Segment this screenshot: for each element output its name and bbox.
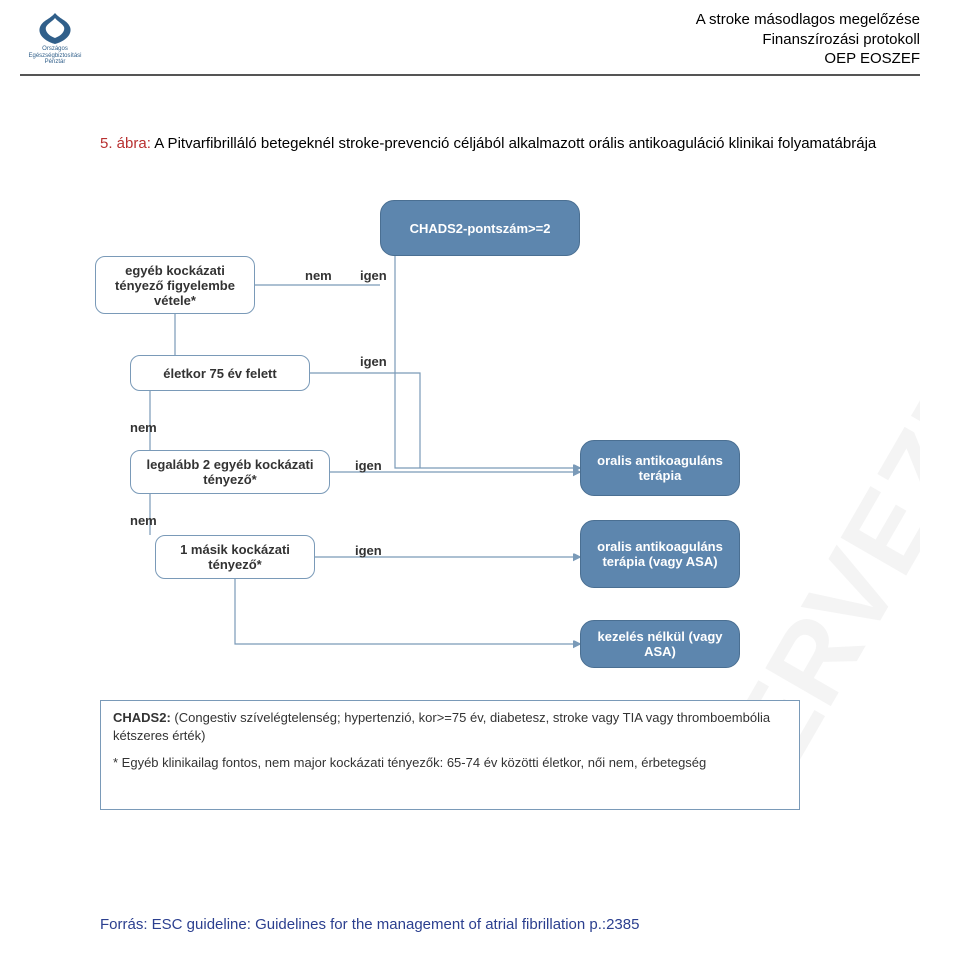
node-therapy2: oralis antikoaguláns terápia (vagy ASA) (580, 520, 740, 588)
node-risk-other: egyéb kockázati tényező figyelembe vétel… (95, 256, 255, 314)
node-therapy1: oralis antikoaguláns terápia (580, 440, 740, 496)
header-line3: OEP EOSZEF (696, 49, 920, 69)
figure-title-text: A Pitvarfibrilláló betegeknél stroke-pre… (151, 135, 876, 152)
chads-explain-box: CHADS2: (Congestiv szívelégtelenség; hyp… (100, 700, 800, 810)
lbl-igen3: igen (355, 458, 382, 473)
star-text: * Egyéb klinikailag fontos, nem major ko… (113, 754, 787, 772)
lbl-igen4: igen (355, 543, 382, 558)
figure-number: 5. ábra: (100, 135, 151, 152)
figure-title: 5. ábra: A Pitvarfibrilláló betegeknél s… (100, 135, 900, 152)
chads-bold: CHADS2: (113, 710, 171, 725)
node-therapy3: kezelés nélkül (vagy ASA) (580, 620, 740, 668)
oep-logo: Országos Egészségbiztosítási Pénztár (20, 10, 90, 66)
lbl-nem1: nem (305, 268, 332, 283)
page-header: A stroke másodlagos megelőzése Finanszír… (696, 10, 920, 69)
lbl-igen1: igen (360, 268, 387, 283)
flowchart: TERVEZET CHADS2-pontszám>=2 egyéb kockáz… (0, 200, 960, 840)
header-divider (20, 74, 920, 76)
header-line1: A stroke másodlagos megelőzése (696, 10, 920, 30)
lbl-igen2: igen (360, 354, 387, 369)
node-one-other: 1 másik kockázati tényező* (155, 535, 315, 579)
node-atleast2: legalább 2 egyéb kockázati tényező* (130, 450, 330, 494)
logo-icon (35, 10, 75, 46)
lbl-nem3: nem (130, 513, 157, 528)
lbl-nem2: nem (130, 420, 157, 435)
source-citation: Forrás: ESC guideline: Guidelines for th… (100, 916, 639, 933)
logo-label: Országos Egészségbiztosítási Pénztár (20, 46, 90, 66)
chads-text: (Congestiv szívelégtelenség; hypertenzió… (113, 710, 770, 743)
header-line2: Finanszírozási protokoll (696, 30, 920, 50)
node-chads: CHADS2-pontszám>=2 (380, 200, 580, 256)
node-age75: életkor 75 év felett (130, 355, 310, 391)
